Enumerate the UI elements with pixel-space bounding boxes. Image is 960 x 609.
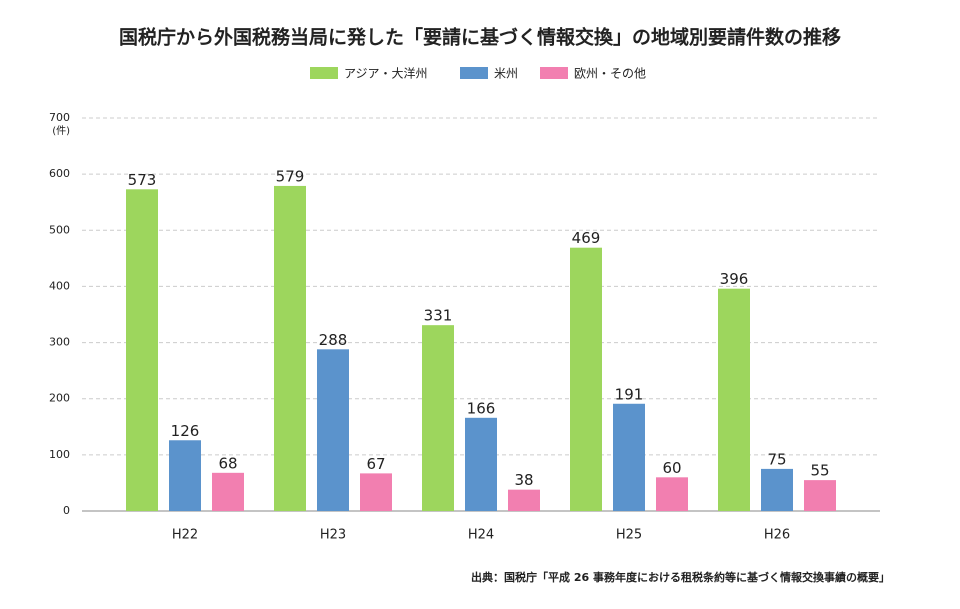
- bar: [656, 477, 688, 511]
- data-label: 288: [319, 331, 348, 349]
- bar: [804, 480, 836, 511]
- data-label: 191: [615, 385, 644, 403]
- legend-swatch: [310, 67, 338, 79]
- legend-swatch: [460, 67, 488, 79]
- bar: [212, 472, 244, 511]
- bar: [613, 403, 645, 511]
- bar: [570, 247, 602, 511]
- data-label: 55: [810, 462, 829, 480]
- bar: [126, 189, 158, 511]
- legend-label: 米州: [494, 67, 518, 81]
- legend-label: アジア・大洋州: [344, 66, 428, 81]
- chart-title: 国税庁から外国税務当局に発した「要請に基づく情報交換」の地域別要請件数の推移: [119, 26, 841, 49]
- data-label: 67: [366, 455, 385, 473]
- bar: [465, 417, 497, 511]
- data-label: 166: [467, 399, 496, 417]
- y-tick-label: 600: [49, 167, 70, 180]
- y-tick-label: 400: [49, 279, 70, 292]
- bar: [169, 440, 201, 511]
- data-label: 38: [514, 471, 533, 489]
- data-label: 75: [767, 450, 786, 468]
- y-tick-label: 200: [49, 392, 70, 405]
- bar: [508, 489, 540, 511]
- data-label: 68: [218, 454, 237, 472]
- legend-label: 欧州・その他: [574, 67, 646, 81]
- bar: [317, 349, 349, 511]
- x-tick-label: H26: [764, 528, 790, 543]
- data-label: 573: [128, 171, 157, 189]
- legend-swatch: [540, 67, 568, 79]
- x-tick-label: H22: [172, 528, 198, 543]
- bar: [422, 325, 454, 511]
- x-tick-label: H25: [616, 528, 642, 543]
- y-tick-label: 100: [49, 448, 70, 461]
- bar: [718, 288, 750, 511]
- data-label: 60: [662, 459, 681, 477]
- y-tick-label: 500: [49, 223, 70, 236]
- x-tick-label: H23: [320, 528, 346, 543]
- data-label: 469: [572, 229, 601, 247]
- bar: [360, 473, 392, 511]
- bar: [761, 468, 793, 511]
- data-label: 331: [424, 307, 453, 325]
- data-label: 126: [171, 422, 200, 440]
- y-tick-label: 700: [49, 111, 70, 124]
- x-tick-label: H24: [468, 528, 494, 543]
- data-label: 579: [276, 167, 305, 185]
- y-tick-label: 0: [63, 504, 70, 517]
- bar: [274, 185, 306, 511]
- y-tick-label: 300: [49, 336, 70, 349]
- y-unit: (件): [52, 125, 70, 137]
- source-note: 出典：国税庁「平成 26 事務年度における租税条約等に基づく情報交換事績の概要」: [471, 570, 890, 584]
- data-label: 396: [720, 270, 749, 288]
